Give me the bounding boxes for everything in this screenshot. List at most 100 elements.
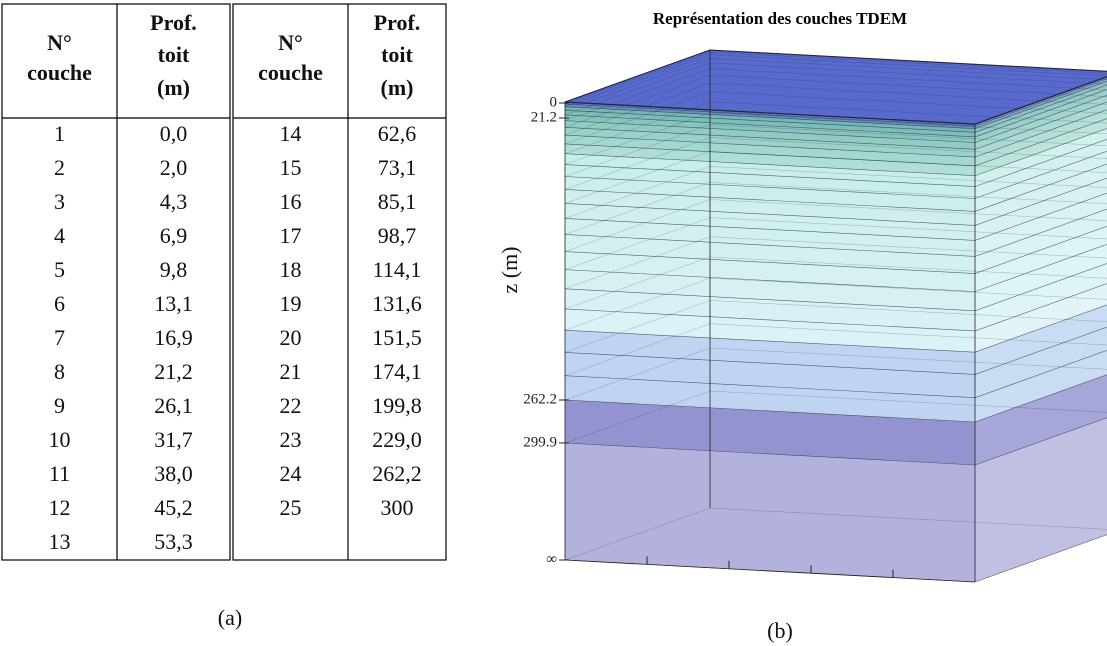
table-cell: 14 bbox=[280, 121, 302, 146]
layer-front bbox=[565, 189, 975, 226]
layer-front bbox=[565, 234, 975, 274]
column-header: Prof. bbox=[374, 10, 421, 35]
layer-front bbox=[565, 330, 975, 375]
table-cell: 262,2 bbox=[372, 461, 422, 486]
layer-side bbox=[975, 327, 1107, 398]
layer-front bbox=[565, 104, 975, 129]
table-cell: 17 bbox=[280, 223, 302, 248]
table-cell: 24 bbox=[280, 461, 302, 486]
axis-label: z (m) bbox=[497, 246, 522, 293]
layer-front bbox=[565, 164, 975, 199]
table-cell: 2,0 bbox=[160, 155, 188, 180]
layer-front bbox=[565, 127, 975, 158]
table-cell: 62,6 bbox=[378, 121, 417, 146]
layer-front bbox=[565, 135, 975, 166]
layer-side bbox=[975, 417, 1107, 582]
layer-side bbox=[975, 244, 1107, 311]
table-area: N° couche Prof. toit (m) 1 0,0 2 2,0 3 4,3 4 6,9 5 9,8… bbox=[1, 3, 447, 561]
table-cell: 6 bbox=[54, 291, 65, 316]
box-edge bbox=[564, 559, 976, 583]
layer-front bbox=[565, 218, 975, 257]
layer-front bbox=[565, 106, 975, 133]
table-cell: 98,7 bbox=[378, 223, 417, 248]
table-cell: 114,1 bbox=[373, 257, 422, 282]
layer-side bbox=[975, 151, 1107, 212]
column-header: (m) bbox=[157, 75, 190, 100]
table-border bbox=[1, 3, 231, 561]
table-cell: 13 bbox=[49, 529, 71, 554]
table-cell: 20 bbox=[280, 325, 302, 350]
table-cell: 11 bbox=[49, 461, 70, 486]
layer-front bbox=[565, 251, 975, 292]
table-cell: 199,8 bbox=[372, 393, 422, 418]
layer-front bbox=[565, 143, 975, 176]
layer-front bbox=[565, 114, 975, 143]
table-cell: 4,3 bbox=[160, 189, 188, 214]
column-header: couche bbox=[27, 60, 92, 85]
layer-side bbox=[975, 350, 1107, 422]
table-cell: 45,2 bbox=[154, 495, 193, 520]
table-cell: 0,0 bbox=[160, 121, 188, 146]
column-header: Prof. bbox=[150, 10, 197, 35]
depth-label: 262.2 bbox=[523, 391, 557, 407]
layer-side bbox=[975, 283, 1107, 353]
depth-label: 21.2 bbox=[531, 109, 557, 125]
column-header: toit bbox=[158, 42, 190, 67]
layer-front bbox=[565, 288, 975, 331]
table-cell: 229,0 bbox=[372, 427, 422, 452]
layer-side bbox=[975, 226, 1107, 292]
table-cell: 26,1 bbox=[154, 393, 193, 418]
layer-side bbox=[975, 109, 1107, 166]
table-cell: 23 bbox=[280, 427, 302, 452]
layer-side bbox=[975, 89, 1107, 143]
layer-side bbox=[975, 164, 1107, 226]
depth-label: ∞ bbox=[546, 551, 557, 567]
table-cell: 16,9 bbox=[154, 325, 193, 350]
layer-side bbox=[975, 84, 1107, 137]
layer-side bbox=[975, 178, 1107, 241]
layer-side bbox=[975, 139, 1107, 199]
caption: (a) bbox=[218, 605, 242, 630]
layer-side bbox=[975, 95, 1107, 150]
layer-side bbox=[975, 78, 1107, 129]
column-header: N° bbox=[47, 30, 72, 55]
layer-front bbox=[565, 176, 975, 212]
layer-side bbox=[975, 374, 1107, 465]
table-cell: 22 bbox=[280, 393, 302, 418]
table-cell: 151,5 bbox=[372, 325, 422, 350]
depth-label: 299.9 bbox=[523, 434, 557, 450]
table-cell: 6,9 bbox=[160, 223, 188, 248]
column-header: couche bbox=[258, 60, 323, 85]
table-cell: 19 bbox=[280, 291, 302, 316]
layer-side bbox=[975, 304, 1107, 375]
table-cell: 4 bbox=[54, 223, 65, 248]
layer-front bbox=[565, 375, 975, 422]
layer-side bbox=[975, 209, 1107, 274]
table-cell: 9,8 bbox=[160, 257, 188, 282]
table-cell: 13,1 bbox=[154, 291, 193, 316]
table-cell: 7 bbox=[54, 325, 65, 350]
layer-front bbox=[565, 203, 975, 241]
table-cell: 73,1 bbox=[378, 155, 417, 180]
table-cell: 131,6 bbox=[372, 291, 422, 316]
table-cell: 38,0 bbox=[154, 461, 193, 486]
column-header: N° bbox=[278, 30, 303, 55]
table-cell: 300 bbox=[381, 495, 414, 520]
diagram-title: Représentation des couches TDEM bbox=[653, 9, 907, 28]
column-header: toit bbox=[381, 42, 413, 67]
table-cell: 85,1 bbox=[378, 189, 417, 214]
layer-side bbox=[975, 263, 1107, 331]
table-cell: 5 bbox=[54, 257, 65, 282]
table-cell: 8 bbox=[54, 359, 65, 384]
table-border bbox=[232, 3, 447, 561]
table-cell: 15 bbox=[280, 155, 302, 180]
layer-side bbox=[975, 77, 1107, 127]
table-cell: 21,2 bbox=[154, 359, 193, 384]
layer-front bbox=[565, 352, 975, 398]
table-cell: 53,3 bbox=[154, 529, 193, 554]
table-cell: 18 bbox=[280, 257, 302, 282]
layer-side bbox=[975, 102, 1107, 158]
depth-label: 0 bbox=[550, 94, 558, 110]
